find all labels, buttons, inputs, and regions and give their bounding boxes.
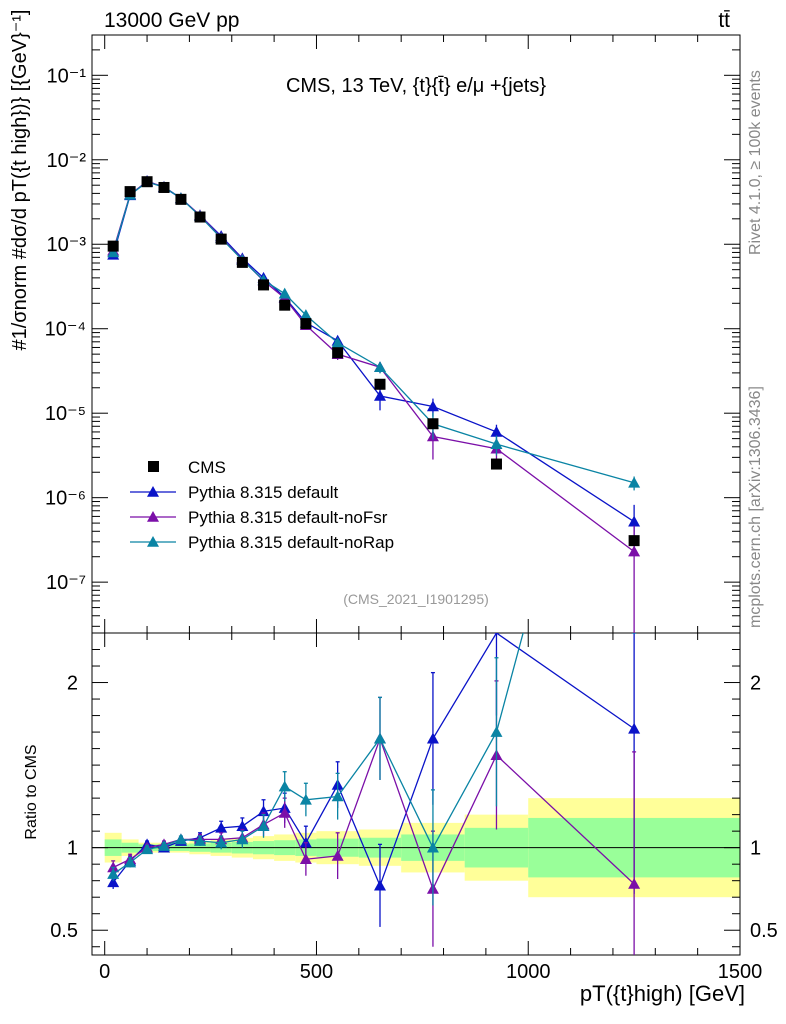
- series-point-main: [628, 476, 641, 488]
- data-point-main: [279, 299, 291, 311]
- series-line-main: [112, 181, 635, 484]
- rivet-version-label: Rivet 4.1.0, ≥ 100k events: [747, 70, 764, 255]
- y-axis-label-ratio: Ratio to CMS: [23, 744, 40, 839]
- legend-marker-cms: [148, 461, 159, 472]
- data-point-main: [427, 418, 439, 430]
- series-point-ratio: [107, 876, 120, 888]
- series-point-ratio: [236, 833, 249, 845]
- series-point-ratio: [278, 780, 291, 792]
- x-tick-label: 500: [300, 961, 333, 983]
- main-plot-frame: 10⁻¹ 10⁻² 10⁻³ 10⁻⁴ 10⁻⁵ 10⁻⁶ 10⁻⁷: [45, 34, 741, 634]
- x-tick-label: 1000: [506, 961, 551, 983]
- series-point-main: [628, 515, 641, 527]
- legend-label: Pythia 8.315 default-noRap: [188, 533, 394, 552]
- series-point-ratio: [257, 820, 270, 831]
- legend-label: Pythia 8.315 default: [188, 483, 339, 502]
- ratio-plot-frame: 0 500 1000 1500 2 2 1 1 0.5 0.5: [50, 632, 778, 983]
- series-line-ratio: [112, 736, 635, 891]
- data-point-main: [124, 186, 136, 198]
- y-tick-label-main: 10⁻³: [47, 234, 87, 256]
- y-tick-label-ratio: 0.5: [50, 920, 78, 942]
- series-point-ratio: [426, 732, 439, 744]
- data-point-main: [628, 535, 640, 547]
- y-tick-label-ratio-right: 1: [750, 838, 761, 860]
- series-point-ratio: [426, 841, 439, 853]
- legend-marker: [147, 511, 159, 522]
- series-point-main: [278, 287, 291, 299]
- collision-energy-label: 13000 GeV pp: [104, 9, 239, 32]
- x-tick-label: 1500: [718, 961, 763, 983]
- data-point-main: [141, 176, 153, 188]
- series-point-main: [374, 361, 386, 373]
- data-point-main: [236, 256, 248, 268]
- series-point-ratio: [374, 879, 386, 891]
- y-axis-label-main: #1/σnorm #dσ/d pT({t high})} [{GeV}⁻¹]: [9, 10, 31, 351]
- y-tick-label-main: 10⁻⁷: [46, 572, 86, 594]
- series-point-ratio: [490, 726, 503, 737]
- series-point-ratio: [194, 835, 206, 846]
- data-point-main: [194, 211, 206, 223]
- ratio-series-group: [107, 633, 641, 955]
- data-point-main: [490, 458, 502, 470]
- series-point-main: [628, 545, 641, 557]
- main-plot-marks: [107, 175, 641, 633]
- analysis-label: (CMS_2021_I1901295): [343, 591, 489, 607]
- data-point-main: [300, 318, 312, 330]
- series-point-ratio: [158, 840, 170, 851]
- data-point-main: [374, 378, 386, 390]
- data-point-main: [158, 181, 170, 193]
- series-point-ratio: [331, 790, 344, 802]
- series-point-ratio: [215, 836, 228, 848]
- y-tick-label-main: 10⁻²: [47, 150, 87, 172]
- series-point-ratio: [374, 732, 386, 744]
- y-tick-label-main: 10⁻¹: [47, 65, 87, 87]
- series-point-main: [490, 438, 503, 449]
- series-point-main: [426, 400, 439, 412]
- process-label: tt̄: [718, 9, 730, 32]
- series-point-main: [331, 336, 344, 348]
- series-point-main: [374, 389, 386, 401]
- chart-title: CMS, 13 TeV, {t}{t̄} e/μ +{jets}: [286, 75, 546, 97]
- series-point-ratio: [628, 722, 641, 734]
- series-point-ratio: [299, 793, 312, 805]
- series-point-ratio: [628, 877, 641, 889]
- series-point-ratio: [174, 833, 187, 845]
- x-tick-label: 0: [99, 961, 110, 983]
- legend-marker: [147, 536, 159, 547]
- y-tick-label-ratio: 2: [67, 673, 78, 695]
- y-tick-label-main: 10⁻⁵: [45, 403, 86, 425]
- data-point-main: [258, 279, 270, 291]
- series-point-ratio: [107, 868, 120, 879]
- y-tick-label-main: 10⁻⁴: [45, 319, 86, 341]
- data-point-main: [332, 347, 344, 359]
- y-tick-label-ratio: 1: [67, 838, 78, 860]
- ratio-plot-marks: [107, 633, 641, 955]
- mcplots-label: mcplots.cern.ch [arXiv:1306.3436]: [747, 386, 764, 628]
- series-point-ratio: [299, 853, 312, 865]
- legend-label-cms: CMS: [188, 458, 226, 477]
- data-point-main: [175, 193, 187, 205]
- series-line-ratio: [112, 633, 524, 875]
- data-point-main: [107, 240, 119, 252]
- series-point-main: [490, 425, 503, 437]
- data-point-main: [215, 233, 227, 245]
- legend-marker: [147, 486, 159, 497]
- series-point-main: [107, 246, 120, 258]
- y-tick-label-ratio-right: 0.5: [750, 920, 778, 942]
- series-point-ratio: [331, 849, 344, 861]
- series-point-ratio: [141, 843, 154, 855]
- x-axis-label: pT({t}high) [GeV]: [580, 981, 745, 1006]
- ratio-plot-border: [91, 632, 741, 956]
- series-point-ratio: [278, 806, 291, 818]
- series-point-ratio: [124, 856, 137, 868]
- series-point-ratio: [215, 821, 228, 833]
- legend-label: Pythia 8.315 default-noFsr: [188, 508, 388, 527]
- y-tick-label-ratio-right: 2: [750, 673, 761, 695]
- series-point-main: [299, 309, 312, 320]
- series-point-ratio: [257, 805, 270, 817]
- legend: CMS Pythia 8.315 default Pythia 8.315 defa…: [130, 458, 394, 552]
- series-point-ratio: [236, 820, 249, 831]
- y-tick-label-main: 10⁻⁶: [45, 488, 86, 510]
